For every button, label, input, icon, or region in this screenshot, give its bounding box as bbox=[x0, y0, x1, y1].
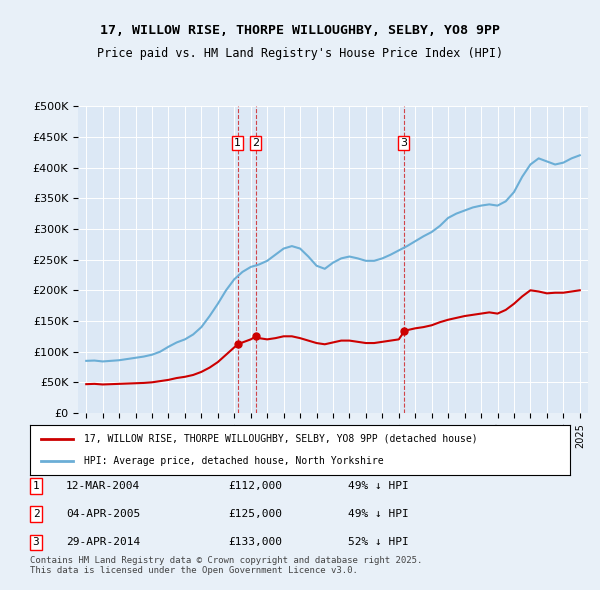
Text: 49% ↓ HPI: 49% ↓ HPI bbox=[348, 481, 409, 491]
Text: 17, WILLOW RISE, THORPE WILLOUGHBY, SELBY, YO8 9PP: 17, WILLOW RISE, THORPE WILLOUGHBY, SELB… bbox=[100, 24, 500, 37]
Text: Price paid vs. HM Land Registry's House Price Index (HPI): Price paid vs. HM Land Registry's House … bbox=[97, 47, 503, 60]
Text: 1: 1 bbox=[234, 138, 241, 148]
Text: 1: 1 bbox=[32, 481, 40, 491]
Text: 3: 3 bbox=[400, 138, 407, 148]
Text: 12-MAR-2004: 12-MAR-2004 bbox=[66, 481, 140, 491]
Text: Contains HM Land Registry data © Crown copyright and database right 2025.
This d: Contains HM Land Registry data © Crown c… bbox=[30, 556, 422, 575]
Text: £125,000: £125,000 bbox=[228, 509, 282, 519]
Text: 04-APR-2005: 04-APR-2005 bbox=[66, 509, 140, 519]
Text: 29-APR-2014: 29-APR-2014 bbox=[66, 537, 140, 548]
Text: HPI: Average price, detached house, North Yorkshire: HPI: Average price, detached house, Nort… bbox=[84, 456, 383, 466]
Text: 49% ↓ HPI: 49% ↓ HPI bbox=[348, 509, 409, 519]
Text: 17, WILLOW RISE, THORPE WILLOUGHBY, SELBY, YO8 9PP (detached house): 17, WILLOW RISE, THORPE WILLOUGHBY, SELB… bbox=[84, 434, 478, 444]
Text: 3: 3 bbox=[32, 537, 40, 548]
Text: £133,000: £133,000 bbox=[228, 537, 282, 548]
Text: 52% ↓ HPI: 52% ↓ HPI bbox=[348, 537, 409, 548]
Text: £112,000: £112,000 bbox=[228, 481, 282, 491]
Text: 2: 2 bbox=[32, 509, 40, 519]
Text: 2: 2 bbox=[252, 138, 259, 148]
